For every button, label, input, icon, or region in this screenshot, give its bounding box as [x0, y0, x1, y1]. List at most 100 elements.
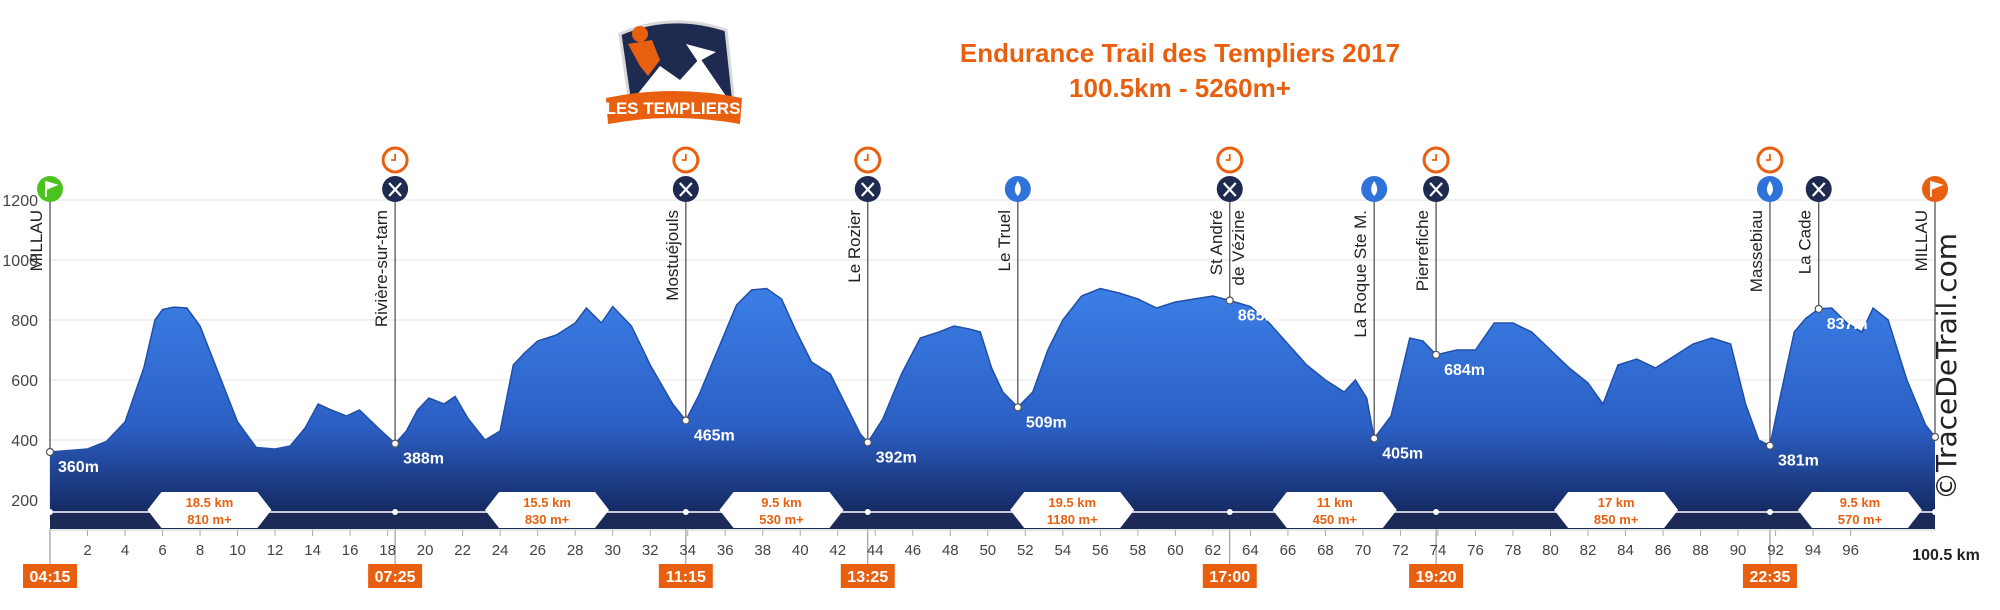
time-badge: 17:00 [1202, 529, 1257, 588]
x-tick-label: 20 [417, 542, 434, 559]
x-tick-label: 22 [454, 542, 471, 559]
y-tick-label: 200 [11, 493, 38, 510]
x-tick-label: 52 [1017, 542, 1034, 559]
segment-gain: 1180 m+ [1047, 512, 1098, 527]
x-tick-label: 50 [979, 542, 996, 559]
waypoint-name: Pierrefiche [1413, 210, 1432, 291]
waypoint-dot [1930, 432, 1940, 442]
time-label: 19:20 [1416, 569, 1457, 586]
waypoint[interactable]: MILLAU 04:15 [23, 176, 77, 588]
clock-icon-hands [863, 154, 869, 161]
x-tick-label: 74 [1430, 542, 1447, 559]
waypoint[interactable]: MILLAU [1912, 176, 1948, 442]
segment-distance: 11 km [1317, 495, 1353, 510]
x-tick-label: 82 [1580, 542, 1597, 559]
waypoint[interactable]: St André de Vézine 17:00 [1202, 146, 1257, 588]
segment-marker [1766, 509, 1773, 515]
waypoint-name: MILLAU [1912, 210, 1931, 271]
x-tick-label: 40 [792, 542, 809, 559]
segment-gain: 830 m+ [525, 512, 570, 527]
waypoint-dot [391, 439, 400, 448]
segment-distance: 9.5 km [1840, 495, 1880, 510]
segment-distance: 15.5 km [523, 495, 571, 510]
segment-distance: 19.5 km [1048, 495, 1096, 510]
waypoint[interactable]: La Roque Ste M. [1351, 176, 1388, 443]
x-tick-label: 66 [1280, 542, 1297, 559]
time-badge-box [1202, 564, 1257, 588]
waypoint-name: Le Truel [995, 210, 1014, 271]
x-tick-label: 84 [1617, 542, 1634, 559]
x-tick-label: 58 [1130, 542, 1147, 559]
x-tick-label: 54 [1054, 542, 1071, 559]
segment-gain: 450 m+ [1313, 512, 1358, 527]
cutlery-icon [679, 182, 693, 197]
segment-marker [392, 509, 399, 515]
waypoint[interactable]: La Cade [1796, 176, 1832, 313]
elevation-label: 360m [58, 459, 99, 476]
waypoint-dot [863, 438, 872, 447]
flag-glyph-icon [45, 180, 59, 197]
time-label: 22:35 [1749, 569, 1790, 586]
x-tick-label: 32 [642, 542, 659, 559]
waypoint-name: Le Rozier [845, 210, 864, 283]
y-tick-label: 1000 [2, 253, 38, 270]
time-badge-box [1409, 564, 1464, 588]
x-tick-label: 36 [717, 542, 734, 559]
segment-badge: 17 km 850 m+ [1554, 492, 1679, 528]
segment-badge: 18.5 km 810 m+ [147, 492, 272, 528]
waypoint[interactable]: Mostuéjouls 11:15 [658, 146, 713, 588]
segment-marker [864, 509, 871, 515]
chart-subtitle: 100.5km - 5260m+ [1069, 73, 1291, 103]
time-badge: 07:25 [368, 529, 423, 588]
clock-icon-hands [391, 154, 397, 161]
x-tick-label: 2 [83, 542, 91, 559]
x-tick-label: 70 [1355, 542, 1372, 559]
waypoint-name: St André [1207, 210, 1226, 275]
waypoint[interactable]: Pierrefiche 19:20 [1409, 146, 1464, 588]
segment-marker [1932, 509, 1938, 515]
waypoint-dot [1225, 296, 1234, 305]
waypoint-name: MILLAU [27, 210, 46, 271]
time-badge-box [23, 564, 77, 588]
waypoint-dot [45, 447, 55, 457]
x-tick-label: 72 [1392, 542, 1409, 559]
segment-marker [1226, 509, 1233, 515]
x-tick-label: 68 [1317, 542, 1334, 559]
time-badge-box [658, 564, 713, 588]
x-tick-label: 62 [1205, 542, 1222, 559]
waypoint[interactable]: Massebiau 22:35 [1742, 146, 1797, 588]
les-templiers-logo: LES TEMPLIERS TRAIL ORIGIN [605, 20, 742, 131]
waypoint[interactable]: Le Rozier 13:25 [840, 146, 895, 588]
flag-glyph-icon [1930, 180, 1944, 197]
waypoint[interactable]: Le Truel [995, 176, 1031, 412]
time-badge: 11:15 [658, 529, 713, 588]
x-tick-label: 38 [754, 542, 771, 559]
cutlery-icon [1222, 182, 1237, 197]
x-end-label: 100.5 km [1912, 547, 1980, 564]
clock-icon-hands [681, 154, 687, 161]
waypoint[interactable]: Rivière-sur-tarn 07:25 [368, 146, 423, 588]
cutlery-icon [1811, 182, 1826, 197]
waypoint-name: Rivière-sur-tarn [372, 210, 391, 327]
chart-title: Endurance Trail des Templiers 2017 [959, 38, 1401, 68]
logo-text-main: LES TEMPLIERS [605, 99, 740, 118]
clock-icon-hands [1225, 154, 1231, 161]
waypoint-dot [1013, 403, 1022, 412]
x-tick-label: 18 [379, 542, 396, 559]
x-tick-label: 12 [267, 542, 284, 559]
segment-badge-shape [1797, 492, 1922, 528]
x-tick-label: 14 [304, 542, 321, 559]
segment-marker [682, 509, 689, 515]
x-tick-label: 34 [679, 542, 696, 559]
waypoint-dot [1431, 350, 1441, 359]
waypoint-name: La Roque Ste M. [1351, 210, 1370, 338]
water-drop-icon [1014, 181, 1021, 196]
elevation-label: 509m [1026, 414, 1067, 431]
x-tick-label: 90 [1730, 542, 1747, 559]
segment-badge-shape [1554, 492, 1679, 528]
time-badge-box [1742, 564, 1797, 588]
x-tick-label: 44 [867, 542, 884, 559]
x-tick-label: 60 [1167, 542, 1184, 559]
x-tick-label: 92 [1767, 542, 1784, 559]
segment-gain: 570 m+ [1838, 512, 1883, 527]
